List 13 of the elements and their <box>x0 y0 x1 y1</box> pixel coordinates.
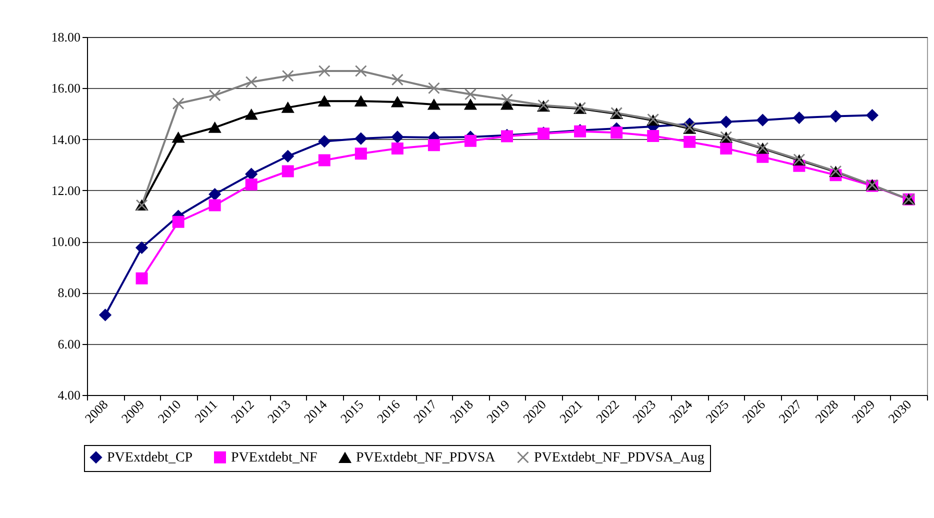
y-tick-label: 6.00 <box>58 336 80 352</box>
y-tick-label: 4.00 <box>58 388 80 402</box>
y-tick-label: 10.00 <box>51 234 80 250</box>
x-tick-label: 2011 <box>192 396 220 426</box>
y-tick-label: 18.00 <box>51 30 80 44</box>
legend-label: PVExtdebt_NF_PDVSA_Aug <box>534 450 704 466</box>
y-tick-label: 14.00 <box>51 132 80 147</box>
legend-label: PVExtdebt_CP <box>107 450 193 466</box>
legend-label: PVExtdebt_NF_PDVSA <box>356 450 496 466</box>
y-tick-label: 8.00 <box>58 285 80 300</box>
legend-label: PVExtdebt_NF <box>231 450 318 466</box>
y-tick-label: 12.00 <box>51 182 80 198</box>
y-tick-label: 16.00 <box>51 80 80 96</box>
